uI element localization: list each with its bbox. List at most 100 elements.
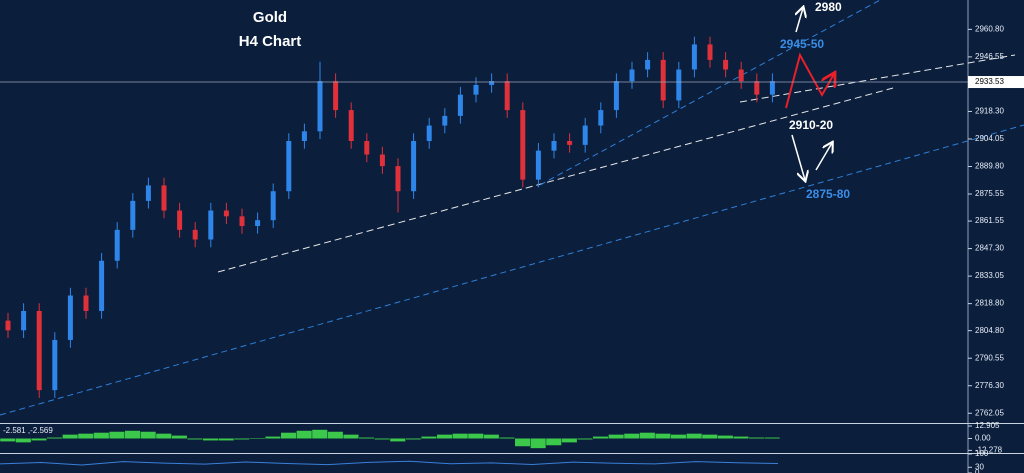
candle-body <box>660 59 666 101</box>
y-tick-label: -12.278 <box>975 445 1003 454</box>
candle-body <box>270 191 276 221</box>
y-tick-label: 2918.30 <box>975 107 1004 116</box>
candle-body <box>255 220 261 226</box>
candle-body <box>36 310 42 391</box>
histogram-bar <box>296 430 312 439</box>
candle-body <box>67 295 73 340</box>
candle-body <box>676 69 682 101</box>
candle-body <box>754 81 760 95</box>
candle-body <box>707 44 713 60</box>
y-tick-label: 2847.30 <box>975 244 1004 253</box>
histogram-bar <box>249 438 265 439</box>
candle-body <box>457 94 463 116</box>
trendlines <box>0 0 1024 416</box>
y-tick-label: 0.00 <box>975 434 991 443</box>
annotation: 2875-80 <box>806 187 850 201</box>
channel-line <box>539 0 881 186</box>
histogram-bar <box>281 432 297 439</box>
candle-body <box>333 81 339 111</box>
candle-body <box>239 216 245 226</box>
arrow <box>796 8 803 33</box>
y-tick-label: 2790.55 <box>975 353 1004 362</box>
histogram-bar <box>374 438 390 440</box>
last-price-label: 2933.53 <box>975 77 1004 86</box>
histogram-bar <box>312 429 328 439</box>
y-tick-label: 2804.80 <box>975 326 1004 335</box>
annotation: 2910-20 <box>789 118 833 132</box>
y-tick-label: 2875.55 <box>975 189 1004 198</box>
histogram-bar <box>405 438 421 440</box>
histogram-bar <box>156 433 172 439</box>
candle-body <box>582 125 588 145</box>
histogram-bar <box>187 438 203 440</box>
histogram-bar <box>452 433 468 439</box>
histogram-bar <box>733 436 749 439</box>
candle-body <box>489 81 495 85</box>
histogram-bar <box>686 433 702 439</box>
y-tick-label: 12.905 <box>975 421 1000 430</box>
candle-body <box>411 141 417 192</box>
candle-body <box>21 310 27 331</box>
histogram-bar <box>608 434 624 439</box>
candle-body <box>130 200 136 230</box>
y-tick-label: 2833.05 <box>975 271 1004 280</box>
indicator-title: -2.581 ,-2.569 <box>3 426 53 435</box>
support-line <box>739 54 1016 103</box>
y-tick-label: 2946.55 <box>975 52 1004 61</box>
histogram-bar <box>327 431 343 439</box>
histogram-bar <box>468 433 484 439</box>
histogram-bar <box>749 437 765 439</box>
candle-body <box>395 166 401 192</box>
histogram-bar <box>265 436 281 439</box>
candle-body <box>613 81 619 111</box>
projection-arrow <box>785 52 834 109</box>
histogram-bar <box>390 438 406 442</box>
histogram-bar <box>671 434 687 439</box>
histogram-bar <box>515 438 531 447</box>
candle-body <box>551 141 557 151</box>
candle-body <box>364 141 370 155</box>
histogram-bar <box>140 431 156 439</box>
histogram-bar <box>0 438 16 442</box>
candle-body <box>504 81 510 111</box>
candle-body <box>442 115 448 126</box>
last-price-box <box>968 76 1024 89</box>
arrow <box>815 143 832 171</box>
histogram-bar <box>15 438 31 443</box>
histogram-bar <box>561 438 577 443</box>
histogram-bar <box>218 438 234 441</box>
support-line <box>217 87 894 273</box>
histogram-bar <box>109 431 125 439</box>
candle-body <box>645 59 651 70</box>
y-tick-label: 2889.80 <box>975 162 1004 171</box>
candle-body <box>426 125 432 141</box>
histogram-bar <box>234 438 250 440</box>
y-tick-label: 0 <box>975 468 980 473</box>
histogram-bar <box>483 434 499 439</box>
histogram-bar <box>577 438 593 440</box>
candle-body <box>567 141 573 145</box>
histogram-bar <box>717 435 733 439</box>
candle-body <box>5 320 11 331</box>
candle-body <box>161 185 167 211</box>
histogram-bar <box>359 437 375 439</box>
histogram-bar <box>78 433 94 439</box>
candle-body <box>473 84 479 95</box>
candle-body <box>769 81 775 95</box>
candle-body <box>223 210 229 217</box>
histogram-bar <box>655 433 671 439</box>
histogram-bar <box>530 438 546 449</box>
y-tick-label: 100 <box>975 449 989 458</box>
candle-body <box>192 229 198 240</box>
candle-body <box>738 69 744 82</box>
y-tick-label: 2960.80 <box>975 24 1004 33</box>
candle-body <box>99 260 105 311</box>
candle-body <box>379 154 385 167</box>
y-tick-label: 30 <box>975 462 984 471</box>
histogram-bar <box>437 434 453 439</box>
candle-body <box>301 131 307 141</box>
histogram-bar <box>62 434 78 439</box>
